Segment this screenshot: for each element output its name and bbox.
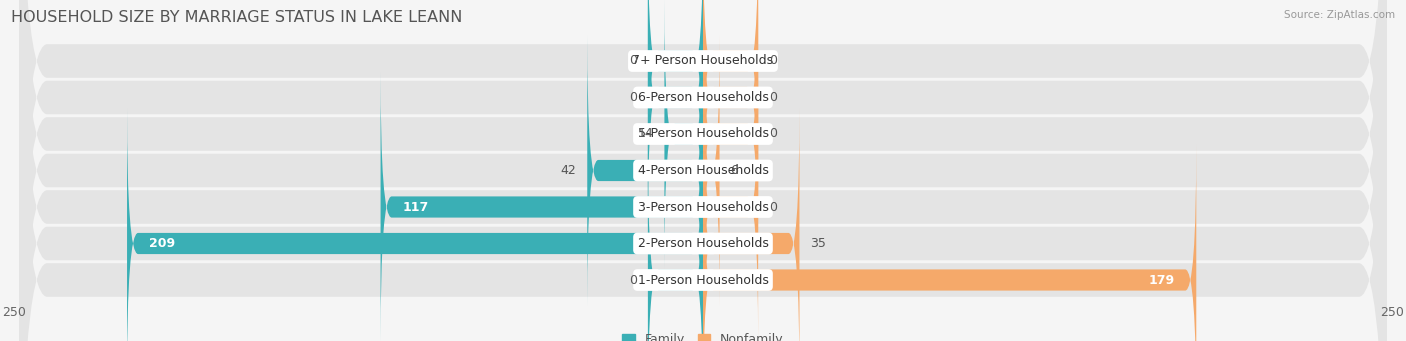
FancyBboxPatch shape	[665, 0, 703, 269]
Text: 6: 6	[731, 164, 738, 177]
FancyBboxPatch shape	[588, 35, 703, 306]
Text: 0: 0	[769, 55, 778, 68]
FancyBboxPatch shape	[20, 0, 1386, 341]
Text: 0: 0	[769, 91, 778, 104]
FancyBboxPatch shape	[648, 0, 703, 196]
FancyBboxPatch shape	[20, 0, 1386, 341]
FancyBboxPatch shape	[648, 0, 703, 233]
Text: 1-Person Households: 1-Person Households	[637, 273, 769, 286]
FancyBboxPatch shape	[381, 72, 703, 341]
FancyBboxPatch shape	[703, 72, 758, 341]
Text: 2-Person Households: 2-Person Households	[637, 237, 769, 250]
Text: 209: 209	[149, 237, 176, 250]
FancyBboxPatch shape	[703, 0, 758, 269]
FancyBboxPatch shape	[127, 108, 703, 341]
FancyBboxPatch shape	[648, 145, 703, 341]
Text: HOUSEHOLD SIZE BY MARRIAGE STATUS IN LAKE LEANN: HOUSEHOLD SIZE BY MARRIAGE STATUS IN LAK…	[11, 10, 463, 25]
Text: 6-Person Households: 6-Person Households	[637, 91, 769, 104]
Text: 4-Person Households: 4-Person Households	[637, 164, 769, 177]
FancyBboxPatch shape	[20, 0, 1386, 341]
Text: 35: 35	[810, 237, 827, 250]
Text: 14: 14	[638, 128, 654, 140]
FancyBboxPatch shape	[703, 0, 758, 233]
FancyBboxPatch shape	[20, 0, 1386, 341]
FancyBboxPatch shape	[20, 0, 1386, 341]
Text: 0: 0	[628, 55, 637, 68]
Text: 179: 179	[1149, 273, 1174, 286]
Text: 7+ Person Households: 7+ Person Households	[633, 55, 773, 68]
Text: 5-Person Households: 5-Person Households	[637, 128, 769, 140]
Legend: Family, Nonfamily: Family, Nonfamily	[617, 328, 789, 341]
Text: 0: 0	[628, 91, 637, 104]
FancyBboxPatch shape	[20, 0, 1386, 341]
FancyBboxPatch shape	[703, 145, 1197, 341]
FancyBboxPatch shape	[703, 35, 720, 306]
Text: 117: 117	[402, 201, 429, 213]
Text: 42: 42	[561, 164, 576, 177]
Text: 0: 0	[769, 128, 778, 140]
FancyBboxPatch shape	[20, 0, 1386, 341]
Text: 3-Person Households: 3-Person Households	[637, 201, 769, 213]
Text: 0: 0	[628, 273, 637, 286]
FancyBboxPatch shape	[703, 108, 800, 341]
Text: Source: ZipAtlas.com: Source: ZipAtlas.com	[1284, 10, 1395, 20]
FancyBboxPatch shape	[703, 0, 758, 196]
Text: 0: 0	[769, 201, 778, 213]
